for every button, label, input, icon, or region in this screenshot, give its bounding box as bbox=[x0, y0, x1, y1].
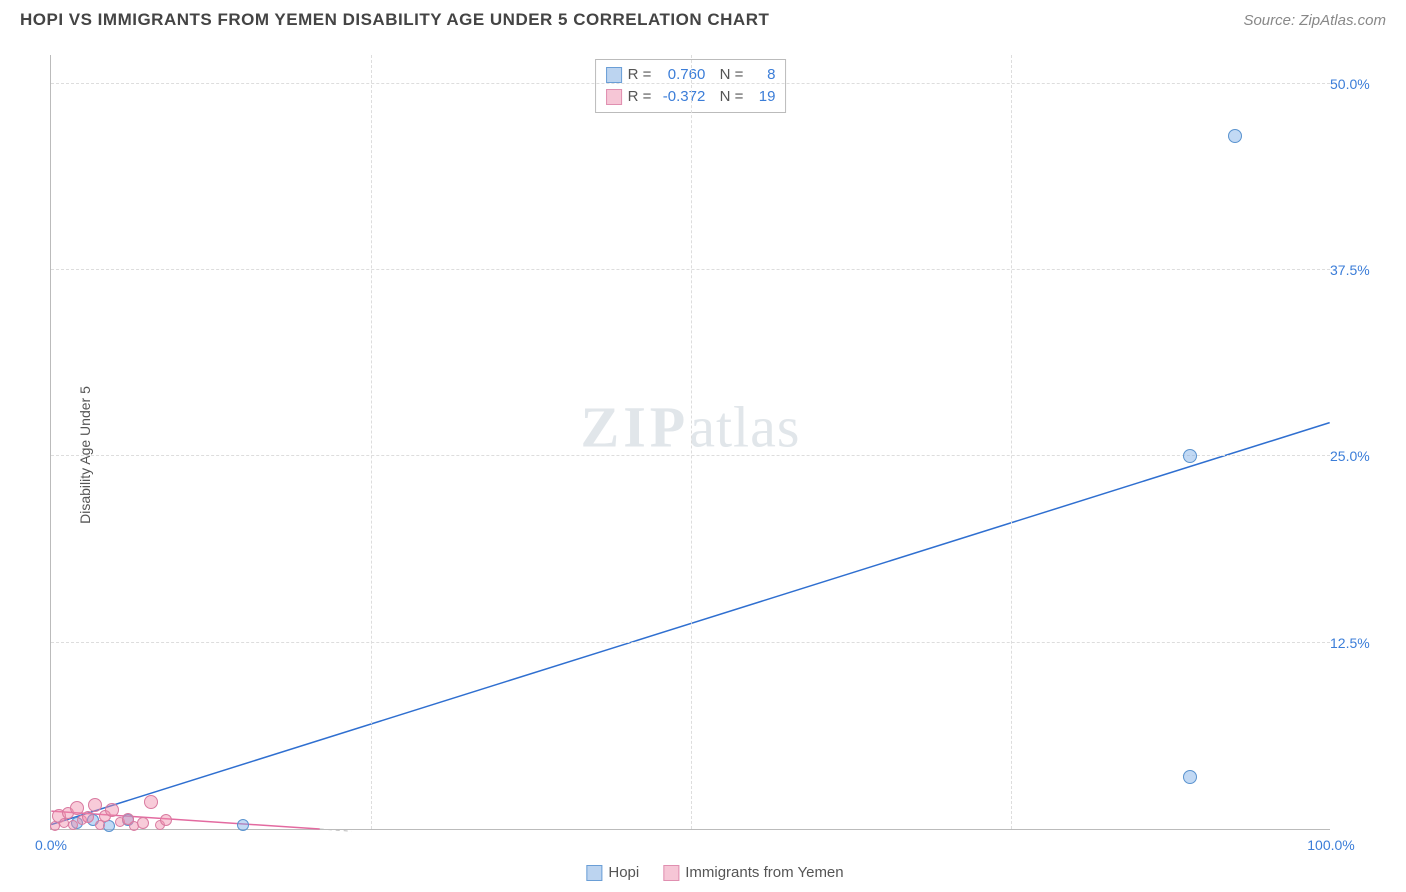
data-point bbox=[160, 814, 172, 826]
x-tick-label: 100.0% bbox=[1307, 837, 1354, 853]
legend-label: Hopi bbox=[608, 864, 639, 881]
n-value: 19 bbox=[749, 86, 775, 108]
series-swatch bbox=[606, 89, 622, 105]
legend-item: Immigrants from Yemen bbox=[663, 864, 843, 881]
gridline-vertical bbox=[691, 55, 692, 829]
legend-swatch bbox=[586, 865, 602, 881]
data-point bbox=[105, 803, 119, 817]
watermark-pre: ZIP bbox=[581, 394, 690, 459]
chart-container: Disability Age Under 5 ZIPatlas R =0.760… bbox=[50, 55, 1380, 855]
series-swatch bbox=[606, 67, 622, 83]
y-tick-label: 37.5% bbox=[1330, 262, 1380, 278]
data-point bbox=[1228, 129, 1242, 143]
data-point bbox=[237, 819, 249, 831]
data-point bbox=[137, 817, 149, 829]
legend-item: Hopi bbox=[586, 864, 639, 881]
data-point bbox=[82, 811, 94, 823]
plot-area: ZIPatlas R =0.760 N =8R =-0.372 N =19 12… bbox=[50, 55, 1330, 830]
watermark-post: atlas bbox=[689, 394, 800, 459]
source-attribution: Source: ZipAtlas.com bbox=[1243, 12, 1386, 29]
y-tick-label: 12.5% bbox=[1330, 635, 1380, 651]
r-value: -0.372 bbox=[657, 86, 705, 108]
legend-swatch bbox=[663, 865, 679, 881]
chart-title: HOPI VS IMMIGRANTS FROM YEMEN DISABILITY… bbox=[20, 10, 769, 30]
y-tick-label: 50.0% bbox=[1330, 76, 1380, 92]
legend-label: Immigrants from Yemen bbox=[685, 864, 843, 881]
gridline-vertical bbox=[371, 55, 372, 829]
data-point bbox=[144, 795, 158, 809]
r-label: R = bbox=[628, 86, 652, 108]
data-point bbox=[70, 801, 84, 815]
y-tick-label: 25.0% bbox=[1330, 448, 1380, 464]
x-tick-label: 0.0% bbox=[35, 837, 67, 853]
data-point bbox=[88, 798, 102, 812]
data-point bbox=[1183, 770, 1197, 784]
chart-header: HOPI VS IMMIGRANTS FROM YEMEN DISABILITY… bbox=[0, 0, 1406, 36]
legend: Hopi Immigrants from Yemen bbox=[586, 864, 843, 881]
gridline-vertical bbox=[1011, 55, 1012, 829]
data-point bbox=[1183, 449, 1197, 463]
n-label: N = bbox=[711, 86, 743, 108]
